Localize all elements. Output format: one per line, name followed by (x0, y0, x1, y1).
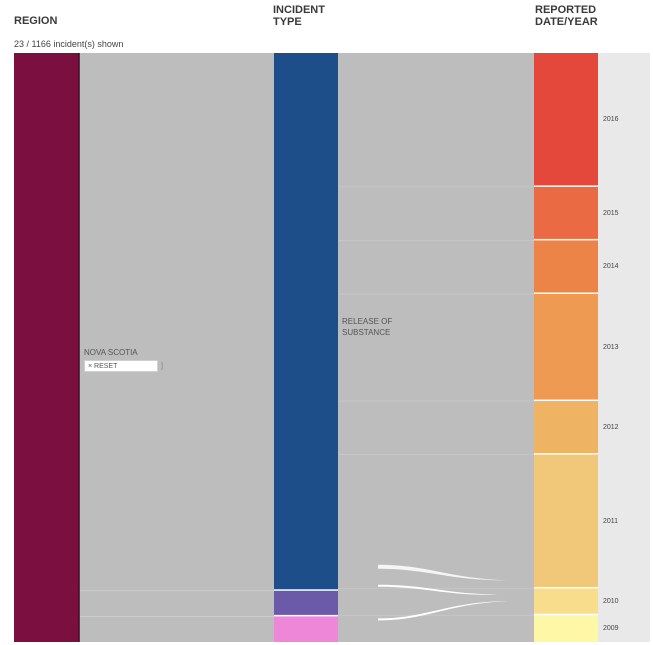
ribbon-region-type-2 (79, 616, 274, 642)
ribbon-gap-b (378, 564, 508, 581)
year-bar-2009 (534, 615, 598, 642)
year-bar-2014 (534, 240, 598, 293)
year-label-2012: 2012 (603, 423, 619, 431)
year-bar-2010 (534, 588, 598, 614)
year-axis-background (598, 53, 650, 642)
reported-date-header: REPORTED DATE/YEAR (535, 4, 598, 28)
region-bar-0 (14, 53, 79, 642)
year-bar-2011 (534, 454, 598, 587)
year-label-2009: 2009 (603, 624, 619, 632)
year-label-2010: 2010 (603, 597, 619, 605)
year-bar-2013 (534, 293, 598, 400)
region-label-nova-scotia[interactable]: NOVA SCOTIA (84, 348, 138, 357)
year-bar-2016 (534, 53, 598, 186)
year-label-2016: 2016 (603, 115, 619, 123)
ribbon-type-year (338, 53, 534, 642)
incident-type-header: INCIDENT TYPE (273, 4, 325, 28)
reset-label: × RESET (88, 363, 118, 370)
year-bar-2012 (534, 401, 598, 454)
type-bar-1 (274, 590, 338, 615)
type-bar-2 (274, 616, 338, 642)
ribbon-gap-c (378, 601, 508, 621)
year-label-2011: 2011 (603, 517, 619, 525)
incident-count-text: 23 / 1166 incident(s) shown (14, 39, 124, 49)
year-label-2015: 2015 (603, 209, 619, 217)
reset-filter-button[interactable]: × RESET ] (84, 360, 163, 372)
incident-type-label: RELEASE OF SUBSTANCE (342, 317, 393, 337)
ribbon-gap-a (378, 584, 498, 595)
ribbon-region-type-1 (79, 590, 274, 617)
year-label-2014: 2014 (603, 263, 619, 271)
type-bar-0 (274, 53, 338, 590)
region-header: REGION (14, 15, 58, 27)
ribbon-region-type-0 (79, 53, 274, 591)
year-label-2013: 2013 (603, 343, 619, 351)
close-mark: ] (161, 363, 163, 370)
year-bar-2015 (534, 186, 598, 239)
